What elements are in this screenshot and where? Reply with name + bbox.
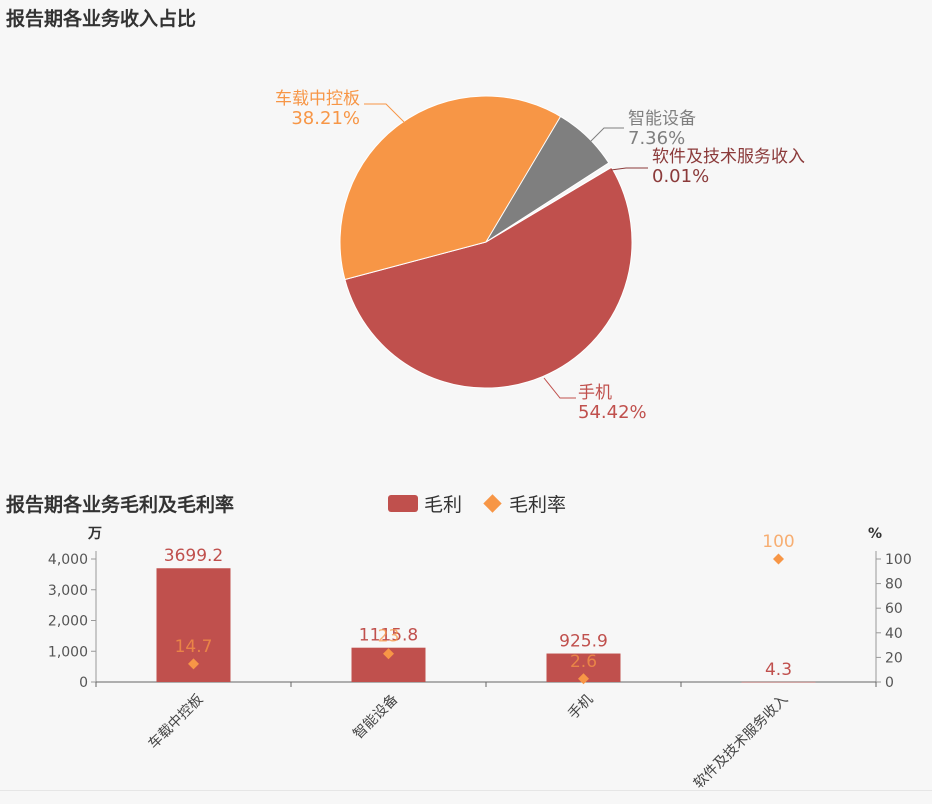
pie-slice-3 [485,166,613,243]
pie-slice-1 [339,95,566,281]
left-tick-label-1: 1,000 [48,644,88,660]
pie-leader-3 [610,167,648,171]
bottom-divider [0,790,932,791]
bar-value-label-0: 3699.2 [164,546,223,566]
rate-point-3 [773,553,784,565]
bar-value-label-2: 925.9 [559,632,608,652]
pie-label-percent-0: 54.42% [578,402,647,423]
pie-leader-1 [364,103,405,123]
right-tick-label-2: 40 [885,626,903,642]
legend-bar-swatch[interactable] [388,495,418,512]
legend-bar-label[interactable]: 毛利 [424,494,463,516]
pie-leader-2 [589,127,624,143]
right-tick-label-0: 0 [885,675,894,691]
right-tick-label-3: 60 [885,601,903,617]
x-category-label-3: 软件及技术服务收入 [691,692,791,792]
left-tick-label-4: 4,000 [48,552,88,568]
rate-point-2 [578,673,589,685]
pie-label-name-3: 软件及技术服务收入 [652,147,805,167]
left-axis-unit: 万 [87,526,102,542]
bar-chart-legend: 毛利 毛利率 [388,490,566,517]
rate-point-0 [188,658,199,670]
pie-label-name-1: 车载中控板 [275,89,360,109]
pie-label-percent-2: 7.36% [628,128,685,149]
pie-label-name-0: 手机 [578,383,612,403]
pie-slice-0 [344,166,633,389]
rate-value-label-2: 2.6 [570,652,597,672]
rate-value-label-1: 23 [378,627,400,647]
x-category-label-0: 车载中控板 [145,691,207,753]
right-tick-label-5: 100 [885,552,912,568]
pie-label-percent-3: 0.01% [652,166,709,187]
bar-value-label-1: 1115.8 [359,626,418,646]
right-tick-label-1: 20 [885,650,903,666]
pie-slice-2 [485,115,610,243]
right-axis-unit: % [868,526,882,542]
bar-value-label-3: 4.3 [765,660,792,680]
right-tick-label-4: 80 [885,577,903,593]
bar-chart-title: 报告期各业务毛利及毛利率 [6,494,235,516]
bar-3 [741,681,816,683]
pie-label-percent-1: 38.21% [291,108,360,129]
pie-chart-title: 报告期各业务收入占比 [6,8,197,30]
left-tick-label-0: 0 [79,675,88,691]
legend-rate-label[interactable]: 毛利率 [509,494,567,516]
x-category-label-2: 手机 [565,692,596,723]
pie-label-name-2: 智能设备 [628,109,696,129]
rate-point-1 [383,648,394,660]
rate-value-label-3: 100 [762,532,794,552]
left-tick-label-3: 3,000 [48,583,88,599]
x-category-label-1: 智能设备 [350,691,402,743]
rate-value-label-0: 14.7 [175,637,213,657]
left-tick-label-2: 2,000 [48,614,88,630]
pie-leader-0 [543,377,576,399]
